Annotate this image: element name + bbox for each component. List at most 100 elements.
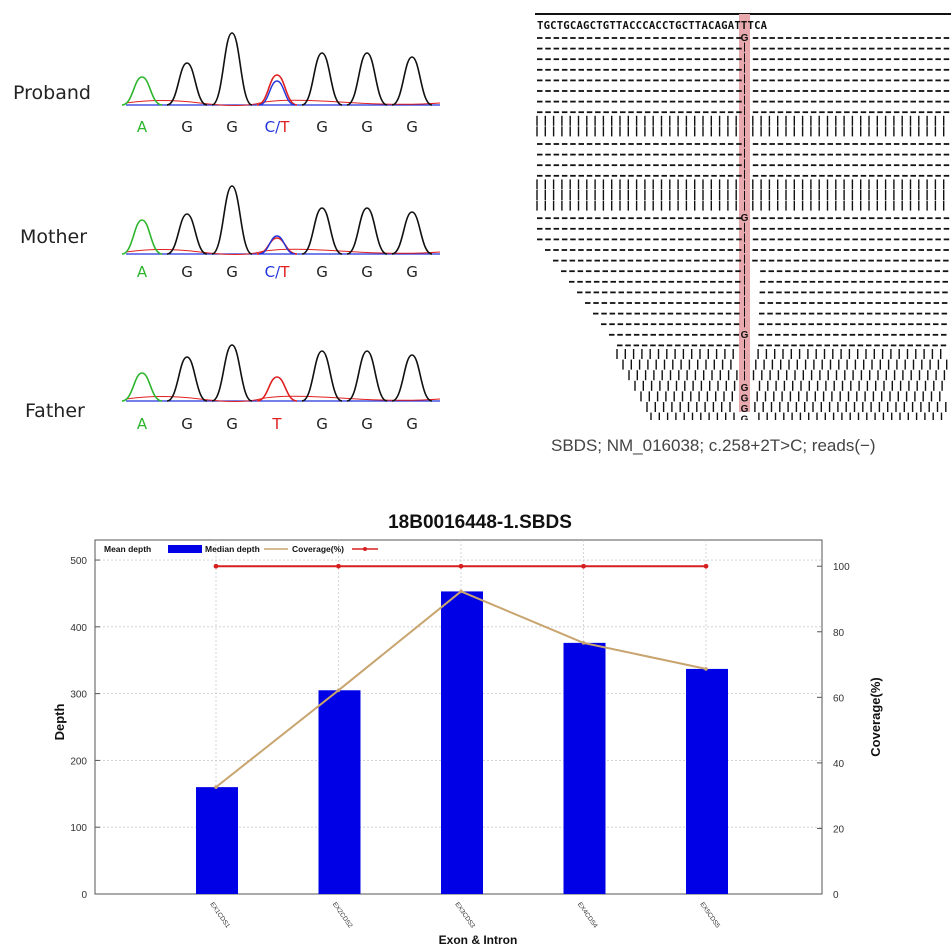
bar-median-depth <box>686 668 728 894</box>
variant-highlight <box>739 14 750 412</box>
legend-label: Median depth <box>205 544 260 554</box>
peak-A <box>121 219 163 255</box>
base-call: T <box>272 415 282 433</box>
read-row <box>561 265 949 275</box>
point-coverage <box>458 563 464 569</box>
variant-base: G <box>741 415 749 420</box>
point-mean-depth <box>581 641 586 645</box>
peak-G <box>211 344 253 402</box>
read-row <box>537 63 950 73</box>
point-coverage <box>213 563 219 569</box>
read-row <box>537 159 950 169</box>
chromatogram-traces <box>121 32 441 402</box>
base-call: A <box>136 415 148 433</box>
read-row <box>545 244 949 253</box>
base-call: C/T <box>264 118 290 136</box>
peak-A <box>121 76 163 106</box>
y2-tick-label: 60 <box>833 693 845 704</box>
base-call: G <box>361 263 373 281</box>
sample-label-mother: Mother <box>20 226 88 248</box>
read-row <box>537 106 950 116</box>
read-row <box>537 169 950 179</box>
point-coverage <box>581 563 586 569</box>
read-row <box>537 42 950 52</box>
point-coverage <box>336 563 341 569</box>
read-row <box>537 222 950 232</box>
read-row: G <box>609 330 947 341</box>
legend-marker-coverage <box>363 547 367 551</box>
read-row <box>537 148 950 158</box>
bar-median-depth <box>441 591 483 894</box>
read-row <box>622 359 948 370</box>
chromatogram-panel: Proband A G G C/T G G G Mother A G G C/T G G G Father A G G… <box>0 0 460 450</box>
y-tick-label: 400 <box>70 623 87 634</box>
y2-tick-label: 100 <box>833 562 850 573</box>
y-tick-label: 500 <box>70 556 87 567</box>
read-row <box>536 179 945 190</box>
chromatogram-mother <box>121 185 441 255</box>
sample-label-father: Father <box>25 400 85 422</box>
x-tick-label: EX2CDS2 <box>331 901 354 930</box>
bar-median-depth <box>196 787 238 894</box>
legend-label: Coverage(%) <box>292 544 344 554</box>
base-call: G <box>361 415 373 433</box>
read-row <box>577 286 948 296</box>
base-call: G <box>406 415 418 433</box>
read-row: G <box>537 33 950 44</box>
read-row <box>585 297 948 306</box>
read-row <box>537 85 950 94</box>
point-mean-depth <box>459 589 463 594</box>
base-call: G <box>226 415 238 433</box>
base-call: G <box>361 118 373 136</box>
read-row <box>617 339 947 349</box>
read-row <box>536 190 945 200</box>
y2-tick-label: 0 <box>833 890 839 901</box>
base-call: C/T <box>264 263 290 281</box>
read-row <box>537 138 950 147</box>
peak-T <box>256 237 298 255</box>
variant-base: G <box>741 213 749 224</box>
x-tick-label: EX1CDS1 <box>208 901 231 930</box>
read-row: G <box>646 402 947 415</box>
peak-G <box>346 207 388 255</box>
y-tick-label: 100 <box>70 823 87 834</box>
read-row: G <box>634 380 943 394</box>
read-row <box>537 53 950 63</box>
y-tick-label: 200 <box>70 756 87 767</box>
chromatogram-proband <box>121 32 441 106</box>
variant-base: G <box>741 383 749 394</box>
chart-title: 18B0016448-1.SBDS <box>388 512 572 533</box>
variant-base: G <box>741 393 749 404</box>
bar-median-depth <box>563 642 606 894</box>
point-mean-depth <box>704 667 708 671</box>
peak-G <box>211 32 253 106</box>
read-row <box>601 318 947 328</box>
variant-base: G <box>741 330 749 341</box>
base-call: G <box>316 415 328 433</box>
peak-G <box>301 207 343 255</box>
y2-tick-label: 20 <box>833 824 845 835</box>
base-call: G <box>226 118 238 136</box>
read-row <box>537 233 950 243</box>
read-row: G <box>640 391 941 404</box>
base-call: G <box>181 263 193 281</box>
peak-T <box>256 376 298 402</box>
peak-G <box>301 350 343 402</box>
read-row <box>537 74 950 84</box>
peak-G <box>346 52 388 106</box>
read-row: G <box>537 213 950 224</box>
sample-label-proband: Proband <box>13 82 91 104</box>
y-tick-label: 0 <box>81 890 87 901</box>
y-tick-label: 300 <box>70 690 87 701</box>
point-mean-depth <box>336 688 341 693</box>
base-call: G <box>316 118 328 136</box>
legend-label: Mean depth <box>104 544 151 554</box>
read-row: G <box>650 412 943 420</box>
point-mean-depth <box>214 785 218 789</box>
peak-G <box>391 211 433 255</box>
secondary-peak-C <box>258 235 296 255</box>
bar-median-depth <box>318 690 361 894</box>
read-row <box>537 95 950 105</box>
read-row <box>628 370 946 381</box>
